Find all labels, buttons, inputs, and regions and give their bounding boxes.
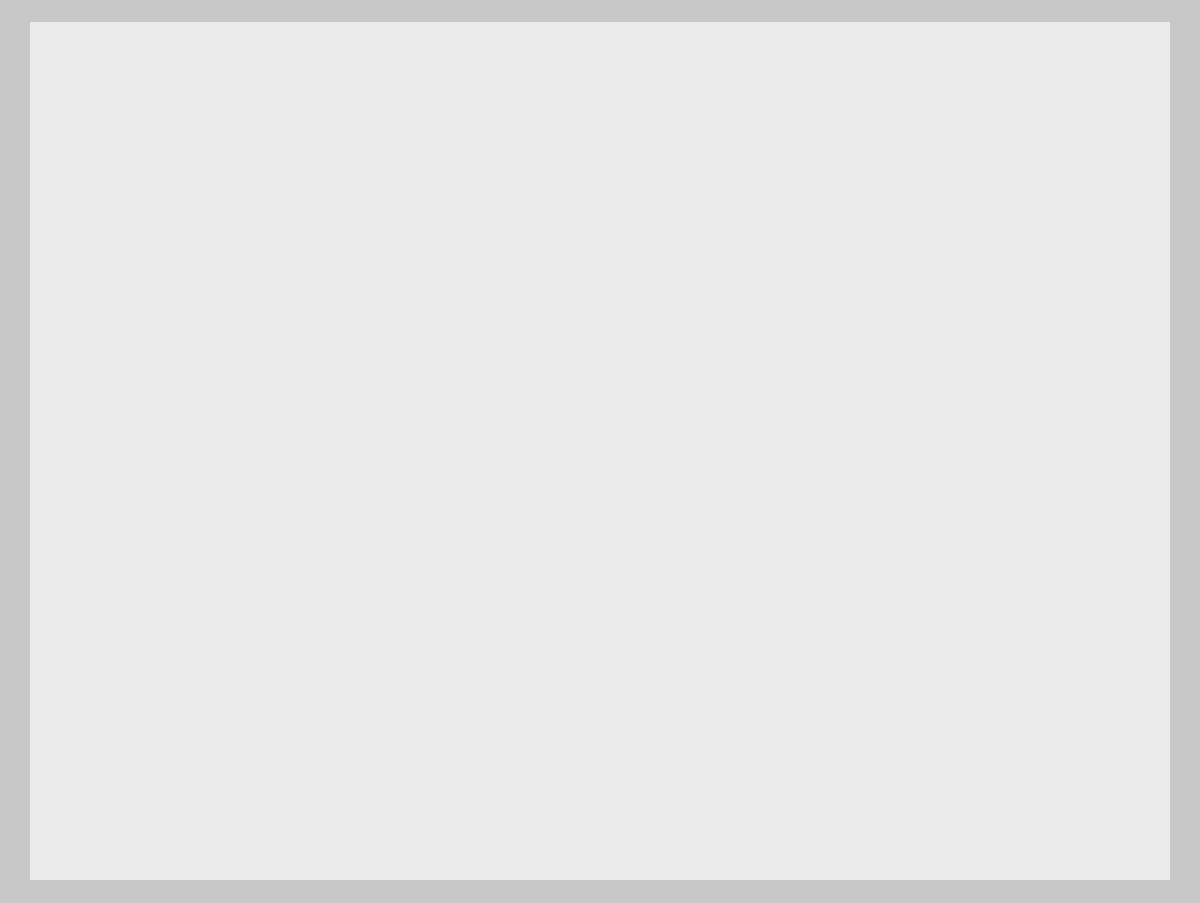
- Text: $\Delta$H$^\circ$ = -84.2 kJ/mol: $\Delta$H$^\circ$ = -84.2 kJ/mol: [690, 461, 924, 488]
- Text: 6.  Calculate the heat change, in kJ, if 3.245 x 10$^{23}$ pg of phosphorous pen: 6. Calculate the heat change, in kJ, if …: [58, 354, 1054, 384]
- Text: PCl$_3$ (g) + Cl$_2$ (g) $\rightarrow$ PCl$_5$ (g): PCl$_3$ (g) + Cl$_2$ (g) $\rightarrow$ P…: [258, 460, 604, 488]
- Text: produced in the following reaction:: produced in the following reaction:: [58, 407, 456, 429]
